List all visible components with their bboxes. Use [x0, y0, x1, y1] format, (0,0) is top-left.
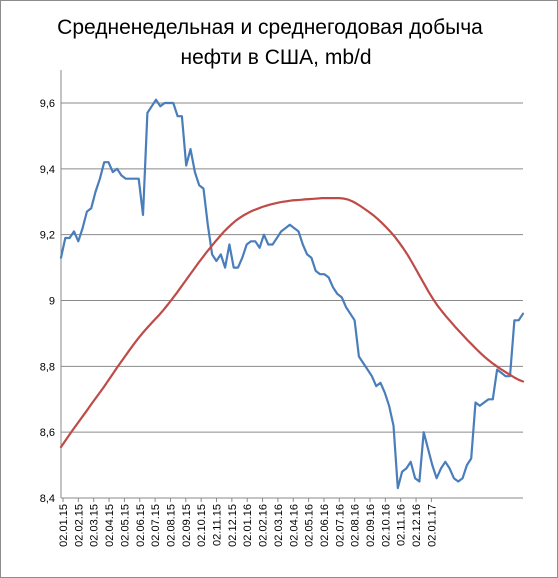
y-tick-label: 8,6 [40, 427, 55, 439]
y-tick-label: 9,2 [40, 230, 55, 242]
x-tick-label: 02.11.15 [212, 504, 224, 546]
x-tick-label: 02.12.16 [411, 504, 423, 547]
series-lines [59, 98, 525, 490]
series-line-annual [59, 197, 525, 449]
x-tick-label: 02.08.16 [350, 504, 362, 547]
axes [60, 70, 523, 502]
x-tick-label: 02.06.15 [135, 504, 147, 547]
x-tick-label: 02.03.16 [273, 504, 285, 547]
x-tick-label: 02.04.15 [104, 504, 116, 547]
x-tick-label: 02.02.15 [73, 504, 85, 547]
chart-subtitle: нефти в США, mb/d [180, 46, 372, 69]
y-tick-label: 8,8 [40, 361, 55, 373]
y-tick-label: 9 [49, 296, 55, 308]
x-tick-label: 02.09.16 [365, 504, 377, 547]
x-tick-label: 02.01.16 [242, 504, 254, 547]
x-tick-label: 02.09.15 [181, 504, 193, 547]
x-tick-label: 02.01.17 [426, 504, 438, 547]
x-tick-label: 02.07.15 [150, 504, 162, 547]
x-tick-label: 02.02.16 [258, 504, 270, 547]
series-line-weekly [59, 98, 525, 490]
x-tick-label: 02.07.16 [334, 504, 346, 547]
x-tick-label: 02.03.15 [89, 504, 101, 547]
y-tick-label: 8,4 [40, 493, 55, 505]
x-tick-label: 02.10.16 [380, 504, 392, 547]
x-tick-label: 02.05.15 [119, 504, 131, 547]
x-tick-labels: 02.01.15 02.02.15 02.03.15 02.04.15 02.05.15… [58, 504, 438, 547]
y-tick-label: 9,6 [40, 98, 55, 110]
y-tick-labels: 8,4 8,6 8,8 9 9,2 9,4 9,6 [40, 98, 55, 505]
x-tick-label: 02.06.16 [319, 504, 331, 547]
x-tick-label: 02.12.15 [227, 504, 239, 547]
chart-title: Средненедельная и среднегодовая добыча [57, 16, 483, 39]
x-tick-label: 02.08.15 [165, 504, 177, 547]
x-tick-label: 02.04.16 [288, 504, 300, 547]
x-tick-label: 02.01.15 [58, 504, 70, 547]
gridlines [61, 102, 523, 433]
x-tick-label: 02.05.16 [304, 504, 316, 547]
x-tick-label: 02.11.16 [396, 504, 408, 546]
x-tick-label: 02.10.15 [196, 504, 208, 547]
y-tick-label: 9,4 [40, 164, 55, 176]
